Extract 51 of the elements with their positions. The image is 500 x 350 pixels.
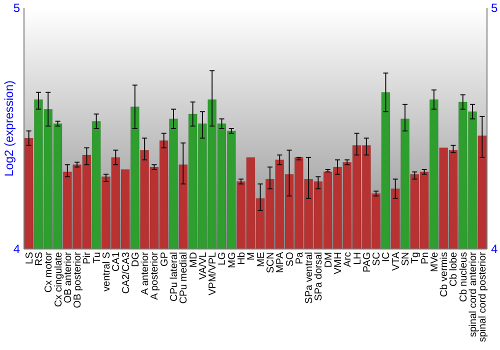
x-tick-label: Pn (420, 252, 431, 264)
x-tick-label: spinal cord posterior (478, 251, 489, 342)
x-tick-label: VPM/VPL (208, 252, 219, 296)
x-tick-label: A posterior (150, 251, 161, 300)
x-tick-label: ventral S (101, 252, 112, 292)
x-tick-label: Tu (92, 252, 103, 264)
x-tick-label: Tg (410, 252, 422, 264)
x-tick-label: Cx motor (44, 251, 55, 293)
x-tick-label: DM (323, 252, 334, 268)
x-tick-label: Hb (236, 252, 248, 265)
x-tick-label: CPu lateral (169, 252, 180, 302)
y2-tick-label: 5 (491, 1, 498, 16)
x-tick-label: ME (256, 252, 267, 267)
x-tick-label: VA/VL (198, 252, 209, 280)
x-tick-label: Cx cingulate (53, 252, 64, 308)
x-tick-label: LH (352, 252, 364, 265)
x-tick-label: VMH (332, 252, 344, 274)
x-tick-label: Cb nucleus (458, 252, 470, 302)
x-tick-label: LG (217, 252, 228, 266)
x-tick-label: CA2/CA3 (120, 252, 132, 294)
x-tick-label: Cb lobe (448, 252, 460, 286)
x-tick-label: M (246, 252, 258, 260)
x-tick-label: CA1 (111, 252, 122, 272)
x-tick-label: CPu medial (178, 252, 190, 304)
x-tick-label: MPA (275, 252, 286, 273)
x-tick-label: LS (24, 252, 36, 264)
x-tick-label: SN (400, 252, 412, 266)
x-tick-label: MG (226, 252, 238, 268)
x-tick-label: SO (284, 252, 296, 266)
x-tick-label: Pa (294, 252, 306, 264)
x-tick-label: MD (188, 252, 200, 268)
x-tick-label: PAG (362, 252, 373, 272)
x-tick-label: SPa dorsal (314, 252, 325, 301)
x-tick-label: A anterior (140, 251, 152, 295)
x-tick-label: IC (381, 252, 392, 262)
x-tick-label: SCN (265, 252, 276, 274)
y2-tick-label: 4 (491, 242, 498, 256)
x-tick-label: Arc (342, 252, 354, 267)
x-tick-label: OB posterior (72, 251, 84, 308)
x-tick-label: spinal cord anterior (468, 251, 480, 338)
x-tick-label: GP (159, 252, 170, 266)
x-tick-label: RS (34, 252, 45, 266)
x-tick-label: VTA (390, 252, 402, 271)
x-tick-label: DG (130, 252, 142, 267)
x-tick-label: SC (372, 252, 383, 266)
x-tick-label: SPa ventral (304, 252, 316, 304)
x-tick-label: MVe (429, 252, 440, 272)
x-tick-label: Cb vermis (439, 252, 450, 298)
x-tick-label: OB anterior (62, 251, 74, 304)
x-tick-label: Pir (82, 251, 94, 264)
y-axis-title: Log2 (expression) (2, 80, 16, 177)
